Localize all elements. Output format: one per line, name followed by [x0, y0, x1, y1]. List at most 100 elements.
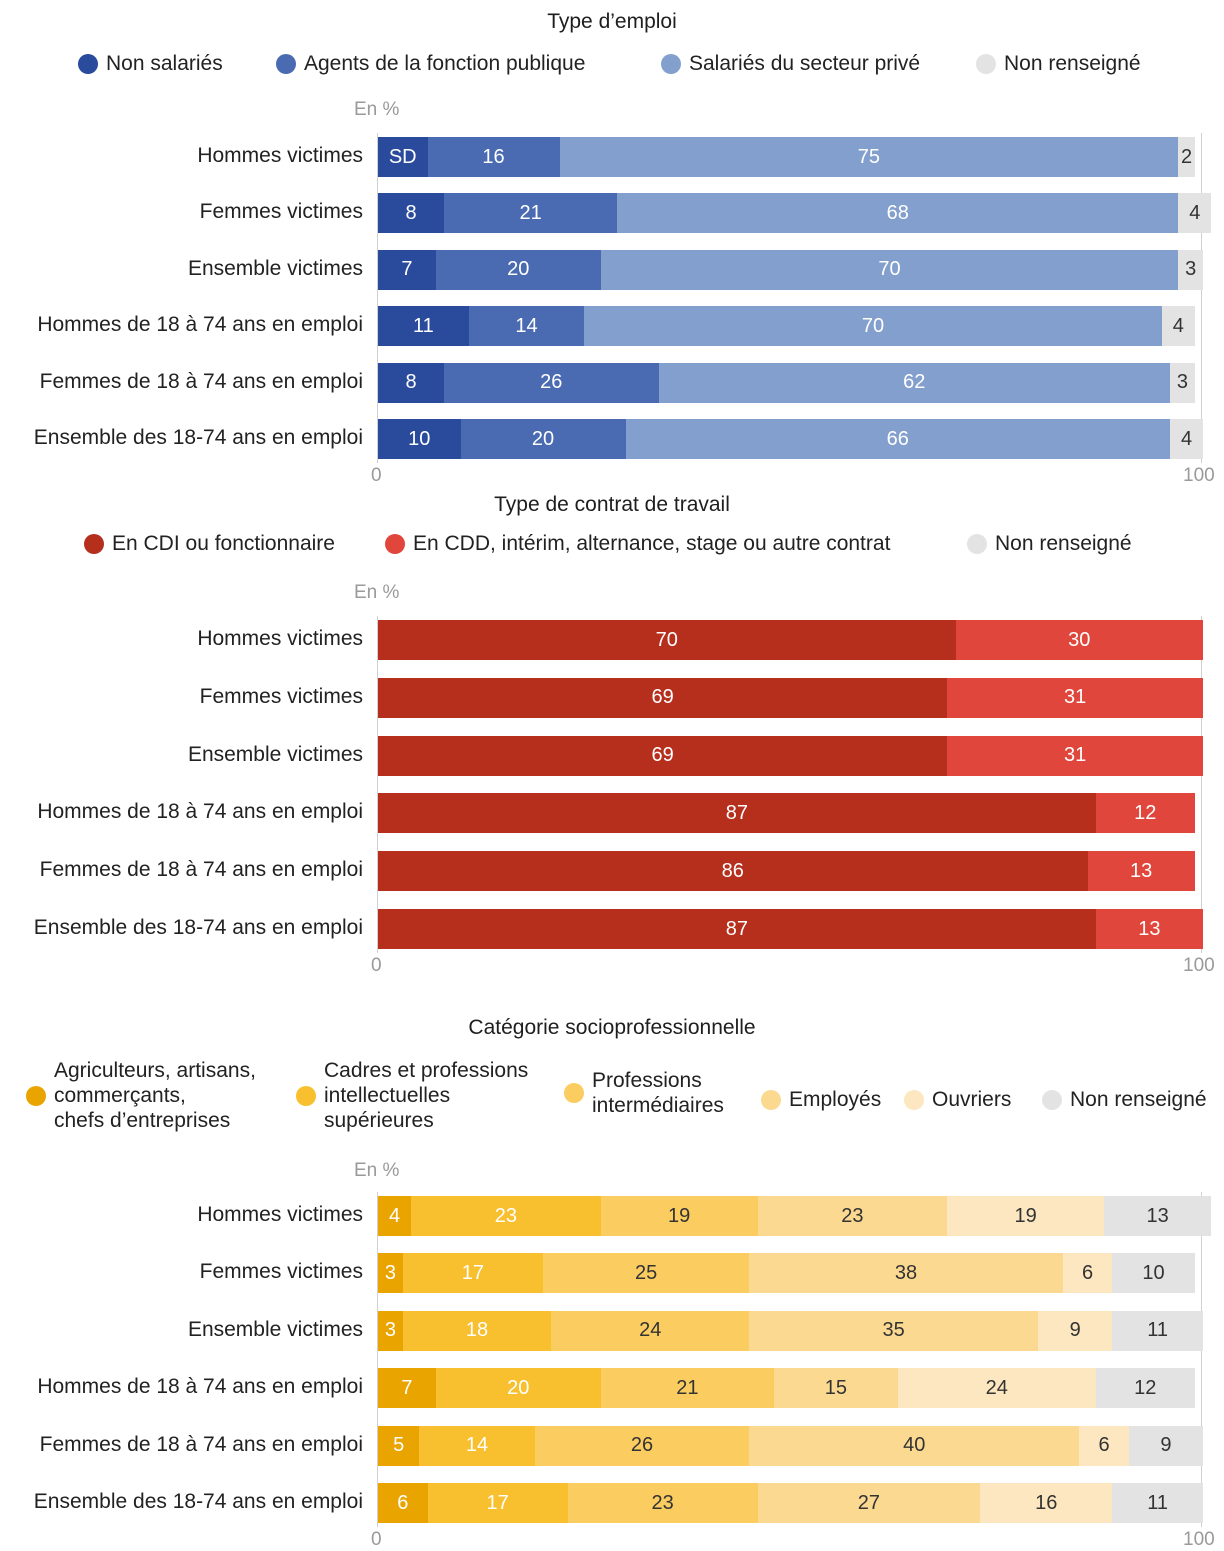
bar-segment: 26: [444, 362, 659, 403]
data-label: 4: [1172, 314, 1184, 337]
legend-swatch: [78, 53, 98, 74]
bar-segment: 21: [600, 1368, 774, 1409]
category-label: Hommes victimes: [197, 1203, 363, 1226]
bar-segment: 69: [378, 735, 948, 776]
bar-row: 69 31: [378, 735, 1203, 776]
bar-segment: 12: [1095, 793, 1195, 834]
data-label: 17: [486, 1491, 509, 1514]
legend-item: En CDD, intérim, alternance, stage ou au…: [385, 531, 890, 556]
bar-segment: 3: [378, 1253, 403, 1294]
legend-swatch: [661, 53, 681, 74]
bar-row: 4 23 19 23 19 13: [378, 1196, 1212, 1236]
data-label: 4: [388, 1204, 401, 1227]
bar-row: 87 12: [378, 793, 1203, 834]
bar-row: SD 16 75 2: [378, 137, 1203, 177]
legend-label: Non renseigné: [995, 532, 1132, 555]
bar-segment: 70: [600, 249, 1179, 290]
bar-segment: 18: [402, 1310, 552, 1351]
bar-segment: 27: [757, 1483, 981, 1523]
data-label: 70: [878, 258, 901, 281]
legend-label: En CDD, intérim, alternance, stage ou au…: [413, 532, 891, 555]
chart-title: Type d’emploi: [547, 10, 677, 33]
bar-segment: 19: [600, 1196, 758, 1236]
data-label: 87: [725, 917, 748, 940]
category-label: Hommes de 18 à 74 ans en emploi: [37, 800, 363, 824]
bar-segment: 24: [551, 1310, 750, 1351]
category-label: Hommes de 18 à 74 ans en emploi: [37, 313, 363, 337]
bar-segment: 31: [947, 677, 1203, 718]
bar-row: 7 20 70 3: [378, 249, 1203, 290]
legend-swatch: [1042, 1089, 1062, 1110]
data-label: 18: [465, 1319, 489, 1342]
bar-segment: 24: [897, 1368, 1096, 1409]
data-label: 9: [1160, 1434, 1172, 1457]
unit-label: En %: [354, 1160, 400, 1181]
data-label: 87: [725, 801, 748, 824]
x-tick-label: 100: [1183, 1529, 1215, 1550]
category-label: Hommes victimes: [197, 144, 363, 167]
data-label: 13: [1138, 917, 1161, 940]
legend-swatch: [967, 533, 987, 554]
data-label: 4: [1189, 201, 1201, 224]
bar-segment: 11: [1112, 1483, 1203, 1523]
data-label: 14: [515, 314, 538, 337]
data-label: 7: [401, 258, 413, 281]
bar-segment: 23: [567, 1483, 758, 1523]
panel-type-emploi: Type d’emploi Non salariés Agents de la …: [0, 0, 1224, 490]
data-label: 3: [384, 1261, 396, 1284]
category-label: Ensemble victimes: [187, 1317, 363, 1341]
category-label: Femmes victimes: [199, 684, 363, 708]
bar-segment: 10: [1112, 1253, 1195, 1294]
data-label: 16: [482, 145, 505, 168]
category-label: Ensemble victimes: [187, 742, 363, 766]
bar-segment: 7: [378, 1368, 436, 1409]
data-label: 69: [651, 686, 674, 709]
bar-segment: 7: [378, 249, 436, 290]
x-tick-label: 0: [371, 955, 382, 976]
bar-segment: 3: [1170, 362, 1195, 403]
bar-segment: 70: [584, 306, 1162, 347]
legend-label: Employés: [789, 1088, 882, 1111]
legend-swatch: [761, 1089, 781, 1110]
bar-segment: 75: [559, 137, 1179, 177]
legend-item: Cadres et professions intellectuelles su…: [296, 1058, 528, 1133]
data-label: 30: [1068, 628, 1091, 651]
legend-label: Agents de la fonction publique: [304, 52, 586, 75]
bar-row: 5 14 26 40 6 9: [378, 1425, 1203, 1466]
data-label: 35: [882, 1319, 905, 1342]
bar-segment: 10: [378, 419, 461, 459]
data-label: 26: [630, 1434, 654, 1457]
data-label: 23: [494, 1204, 517, 1227]
bar-segment: 11: [378, 306, 469, 347]
bar-segment: 13: [1104, 1196, 1212, 1236]
panel-type-contrat: Type de contrat de travail En CDI ou fon…: [34, 493, 1215, 976]
data-label: 21: [676, 1376, 699, 1399]
axis-left-line: [377, 1192, 378, 1527]
data-label: 11: [412, 314, 434, 337]
data-label: 31: [1064, 744, 1087, 767]
bar-segment: 3: [378, 1310, 403, 1351]
data-label: 70: [655, 628, 678, 651]
category-label: Femmes victimes: [199, 1260, 363, 1284]
data-label: 8: [405, 371, 417, 394]
data-label: 70: [861, 314, 885, 337]
data-label: 23: [651, 1491, 674, 1514]
bar-segment: 31: [947, 735, 1203, 776]
bar-segment: 62: [658, 362, 1170, 403]
category-label: Femmes de 18 à 74 ans en emploi: [39, 1432, 363, 1456]
legend-swatch: [564, 1083, 584, 1103]
bar-segment: 5: [378, 1425, 420, 1466]
x-tick-label: 100: [1183, 465, 1215, 486]
data-label: 4: [1180, 427, 1193, 450]
bar-segment: 2: [1178, 137, 1195, 177]
data-label: 62: [903, 371, 926, 394]
category-label: Ensemble des 18-74 ans en emploi: [33, 1490, 363, 1513]
axis-right-line: [1201, 616, 1202, 953]
data-label: 20: [531, 427, 555, 450]
bar-segment: 70: [378, 620, 956, 660]
bar-row: 8 21 68 4: [378, 193, 1212, 234]
data-label: 6: [397, 1491, 409, 1514]
x-tick-label: 0: [371, 465, 382, 486]
